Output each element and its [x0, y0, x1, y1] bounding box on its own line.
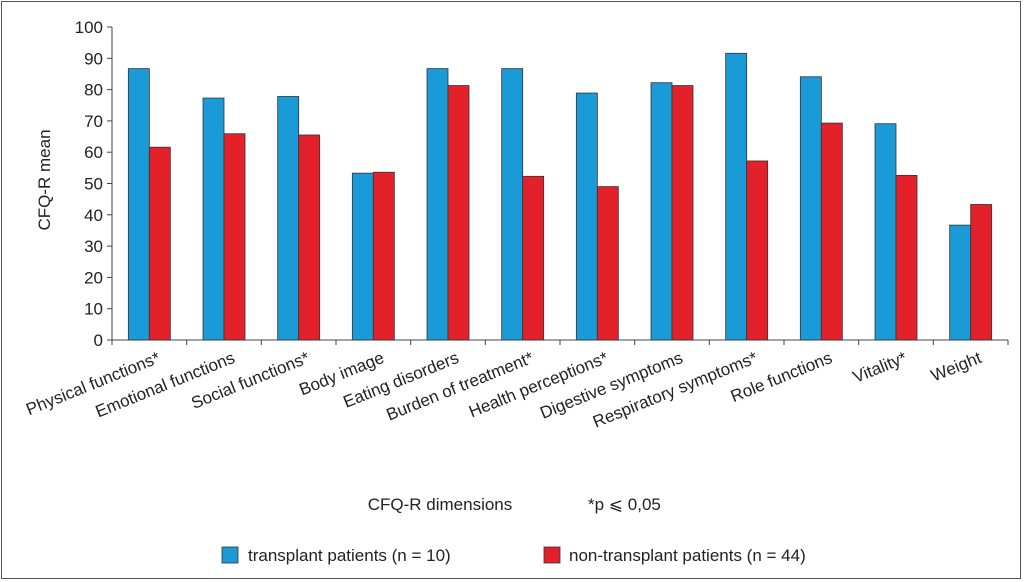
bar-non-transplant: [671, 85, 694, 341]
legend-swatch: [543, 546, 561, 564]
bar-non-transplant: [596, 186, 619, 341]
bar-non-transplant: [298, 134, 321, 341]
category-labels: Physical functions*Emotional functionsSo…: [23, 348, 984, 432]
y-axis-title: CFQ-R mean: [35, 129, 54, 230]
bar-non-transplant: [223, 133, 246, 341]
y-tick-label: 20: [84, 268, 103, 287]
bar-transplant: [799, 76, 822, 341]
y-tick-label: 70: [84, 112, 103, 131]
bars: [127, 52, 993, 341]
y-tick-label: 30: [84, 237, 103, 256]
y-tick-label: 100: [75, 18, 103, 37]
bar-transplant: [501, 68, 524, 341]
bar-transplant: [725, 52, 748, 341]
legend-label: non-transplant patients (n = 44): [569, 546, 806, 565]
axes: 0 10 20 30 40 50 60 70 80 90 100: [75, 18, 1009, 350]
x-tick-label: Weight: [928, 348, 984, 385]
bar-non-transplant: [372, 171, 395, 341]
legend-swatch: [221, 546, 239, 564]
bar-transplant: [575, 92, 598, 341]
bar-non-transplant: [970, 204, 993, 341]
significance-note: *p ⩽ 0,05: [588, 495, 661, 514]
y-tick-label: 40: [84, 206, 103, 225]
bar-transplant: [277, 96, 300, 341]
bar-transplant: [127, 68, 150, 341]
bar-non-transplant: [522, 175, 545, 341]
y-tick-label: 60: [84, 143, 103, 162]
x-axis-title: CFQ-R dimensions: [368, 495, 513, 514]
bar-transplant: [202, 97, 225, 341]
y-tick-label: 90: [84, 49, 103, 68]
bar-transplant: [874, 123, 897, 341]
y-tick-label: 50: [84, 175, 103, 194]
bar-non-transplant: [820, 122, 843, 341]
y-tick-label: 10: [84, 300, 103, 319]
y-tick-label: 0: [94, 331, 103, 350]
bar-non-transplant: [746, 160, 769, 341]
legend-label: transplant patients (n = 10): [248, 546, 451, 565]
bar-transplant: [949, 224, 972, 341]
y-tick-label: 80: [84, 81, 103, 100]
bar-transplant: [351, 172, 374, 341]
bar-non-transplant: [447, 85, 470, 341]
x-tick-label: Vitality*: [850, 348, 910, 387]
bar-non-transplant: [148, 146, 171, 341]
bar-transplant: [426, 68, 449, 341]
legend: transplant patients (n = 10) non-transpla…: [221, 546, 806, 565]
bar-transplant: [650, 82, 673, 341]
bar-non-transplant: [895, 174, 918, 341]
